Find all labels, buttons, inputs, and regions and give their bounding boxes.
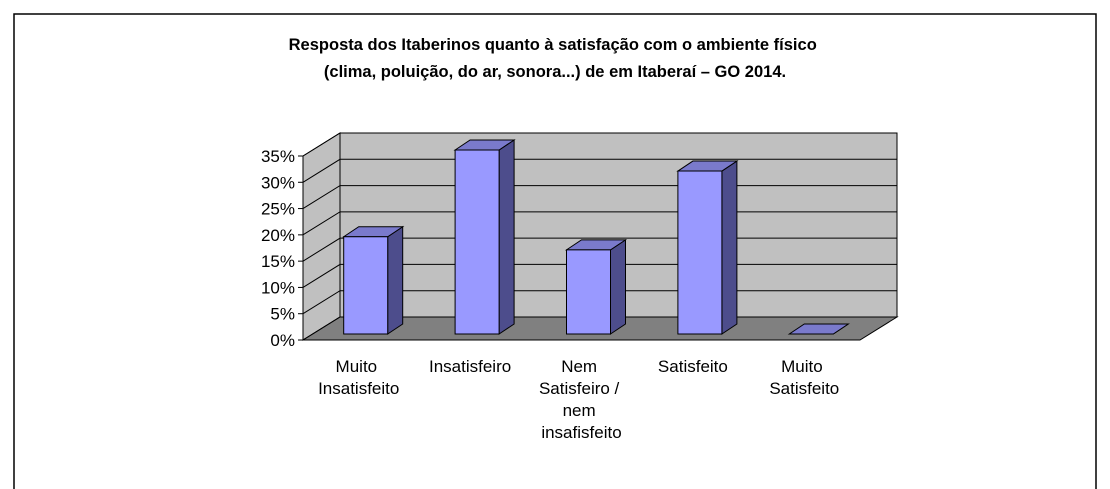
x-tick-label: Insatisfeiro [429,357,511,376]
grid-line [302,132,897,157]
x-tick-label: Muito Satisfeito [769,357,839,398]
bar-side [721,160,738,335]
bar [787,323,850,335]
bar-side [498,139,515,335]
y-tick-label: 0% [270,331,295,350]
bar-side [610,238,626,335]
bar-front [343,236,389,335]
y-tick-label: 5% [270,305,295,324]
x-tick-label: Nem Satisfeiro / nem insafisfeito [539,357,624,442]
y-tick-label: 30% [261,173,295,192]
bar-front [454,149,500,335]
bar [453,139,516,335]
bar [564,238,628,335]
x-tick-label: Muito Insatisfeito [318,357,399,398]
x-tick-label: Satisfeito [658,357,728,376]
bar [676,160,739,335]
bar-front [677,170,723,335]
grid-line [302,158,897,183]
y-tick-label: 10% [261,278,295,297]
bar-front [566,249,611,335]
side-wall [302,132,341,341]
y-tick-label: 20% [261,226,295,245]
y-tick-label: 15% [261,252,295,271]
y-tick-label: 35% [261,147,295,166]
chart-title: Resposta dos Itaberinos quanto à satisfa… [289,36,822,81]
y-tick-label: 25% [261,200,295,219]
bar [342,225,405,335]
bar-side [387,225,404,335]
